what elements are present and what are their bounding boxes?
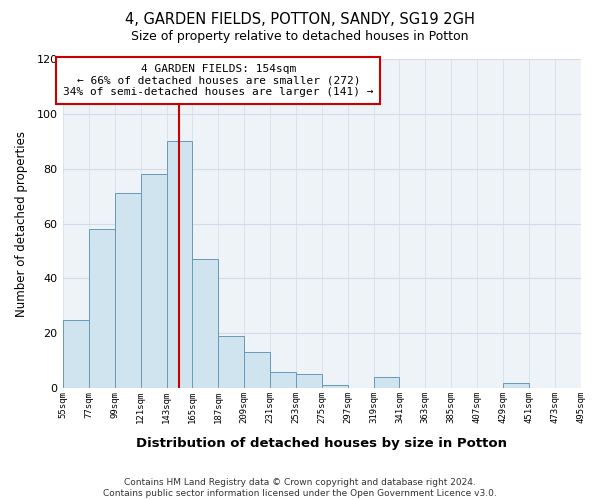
Bar (374, 377, 400, 388)
Bar (218, 336, 244, 388)
Text: 4 GARDEN FIELDS: 154sqm
← 66% of detached houses are smaller (272)
34% of semi-d: 4 GARDEN FIELDS: 154sqm ← 66% of detache… (63, 64, 374, 97)
Bar (193, 259, 218, 388)
Bar (89, 229, 115, 388)
Bar (63, 320, 89, 388)
Bar (140, 174, 167, 388)
Y-axis label: Number of detached properties: Number of detached properties (15, 130, 28, 316)
Bar (503, 382, 529, 388)
Bar (167, 142, 193, 388)
Bar (322, 386, 347, 388)
Text: 4, GARDEN FIELDS, POTTON, SANDY, SG19 2GH: 4, GARDEN FIELDS, POTTON, SANDY, SG19 2G… (125, 12, 475, 28)
Bar (270, 372, 296, 388)
X-axis label: Distribution of detached houses by size in Potton: Distribution of detached houses by size … (136, 437, 507, 450)
Text: Size of property relative to detached houses in Potton: Size of property relative to detached ho… (131, 30, 469, 43)
Bar (244, 352, 270, 388)
Bar (115, 194, 140, 388)
Bar (296, 374, 322, 388)
Text: Contains HM Land Registry data © Crown copyright and database right 2024.
Contai: Contains HM Land Registry data © Crown c… (103, 478, 497, 498)
